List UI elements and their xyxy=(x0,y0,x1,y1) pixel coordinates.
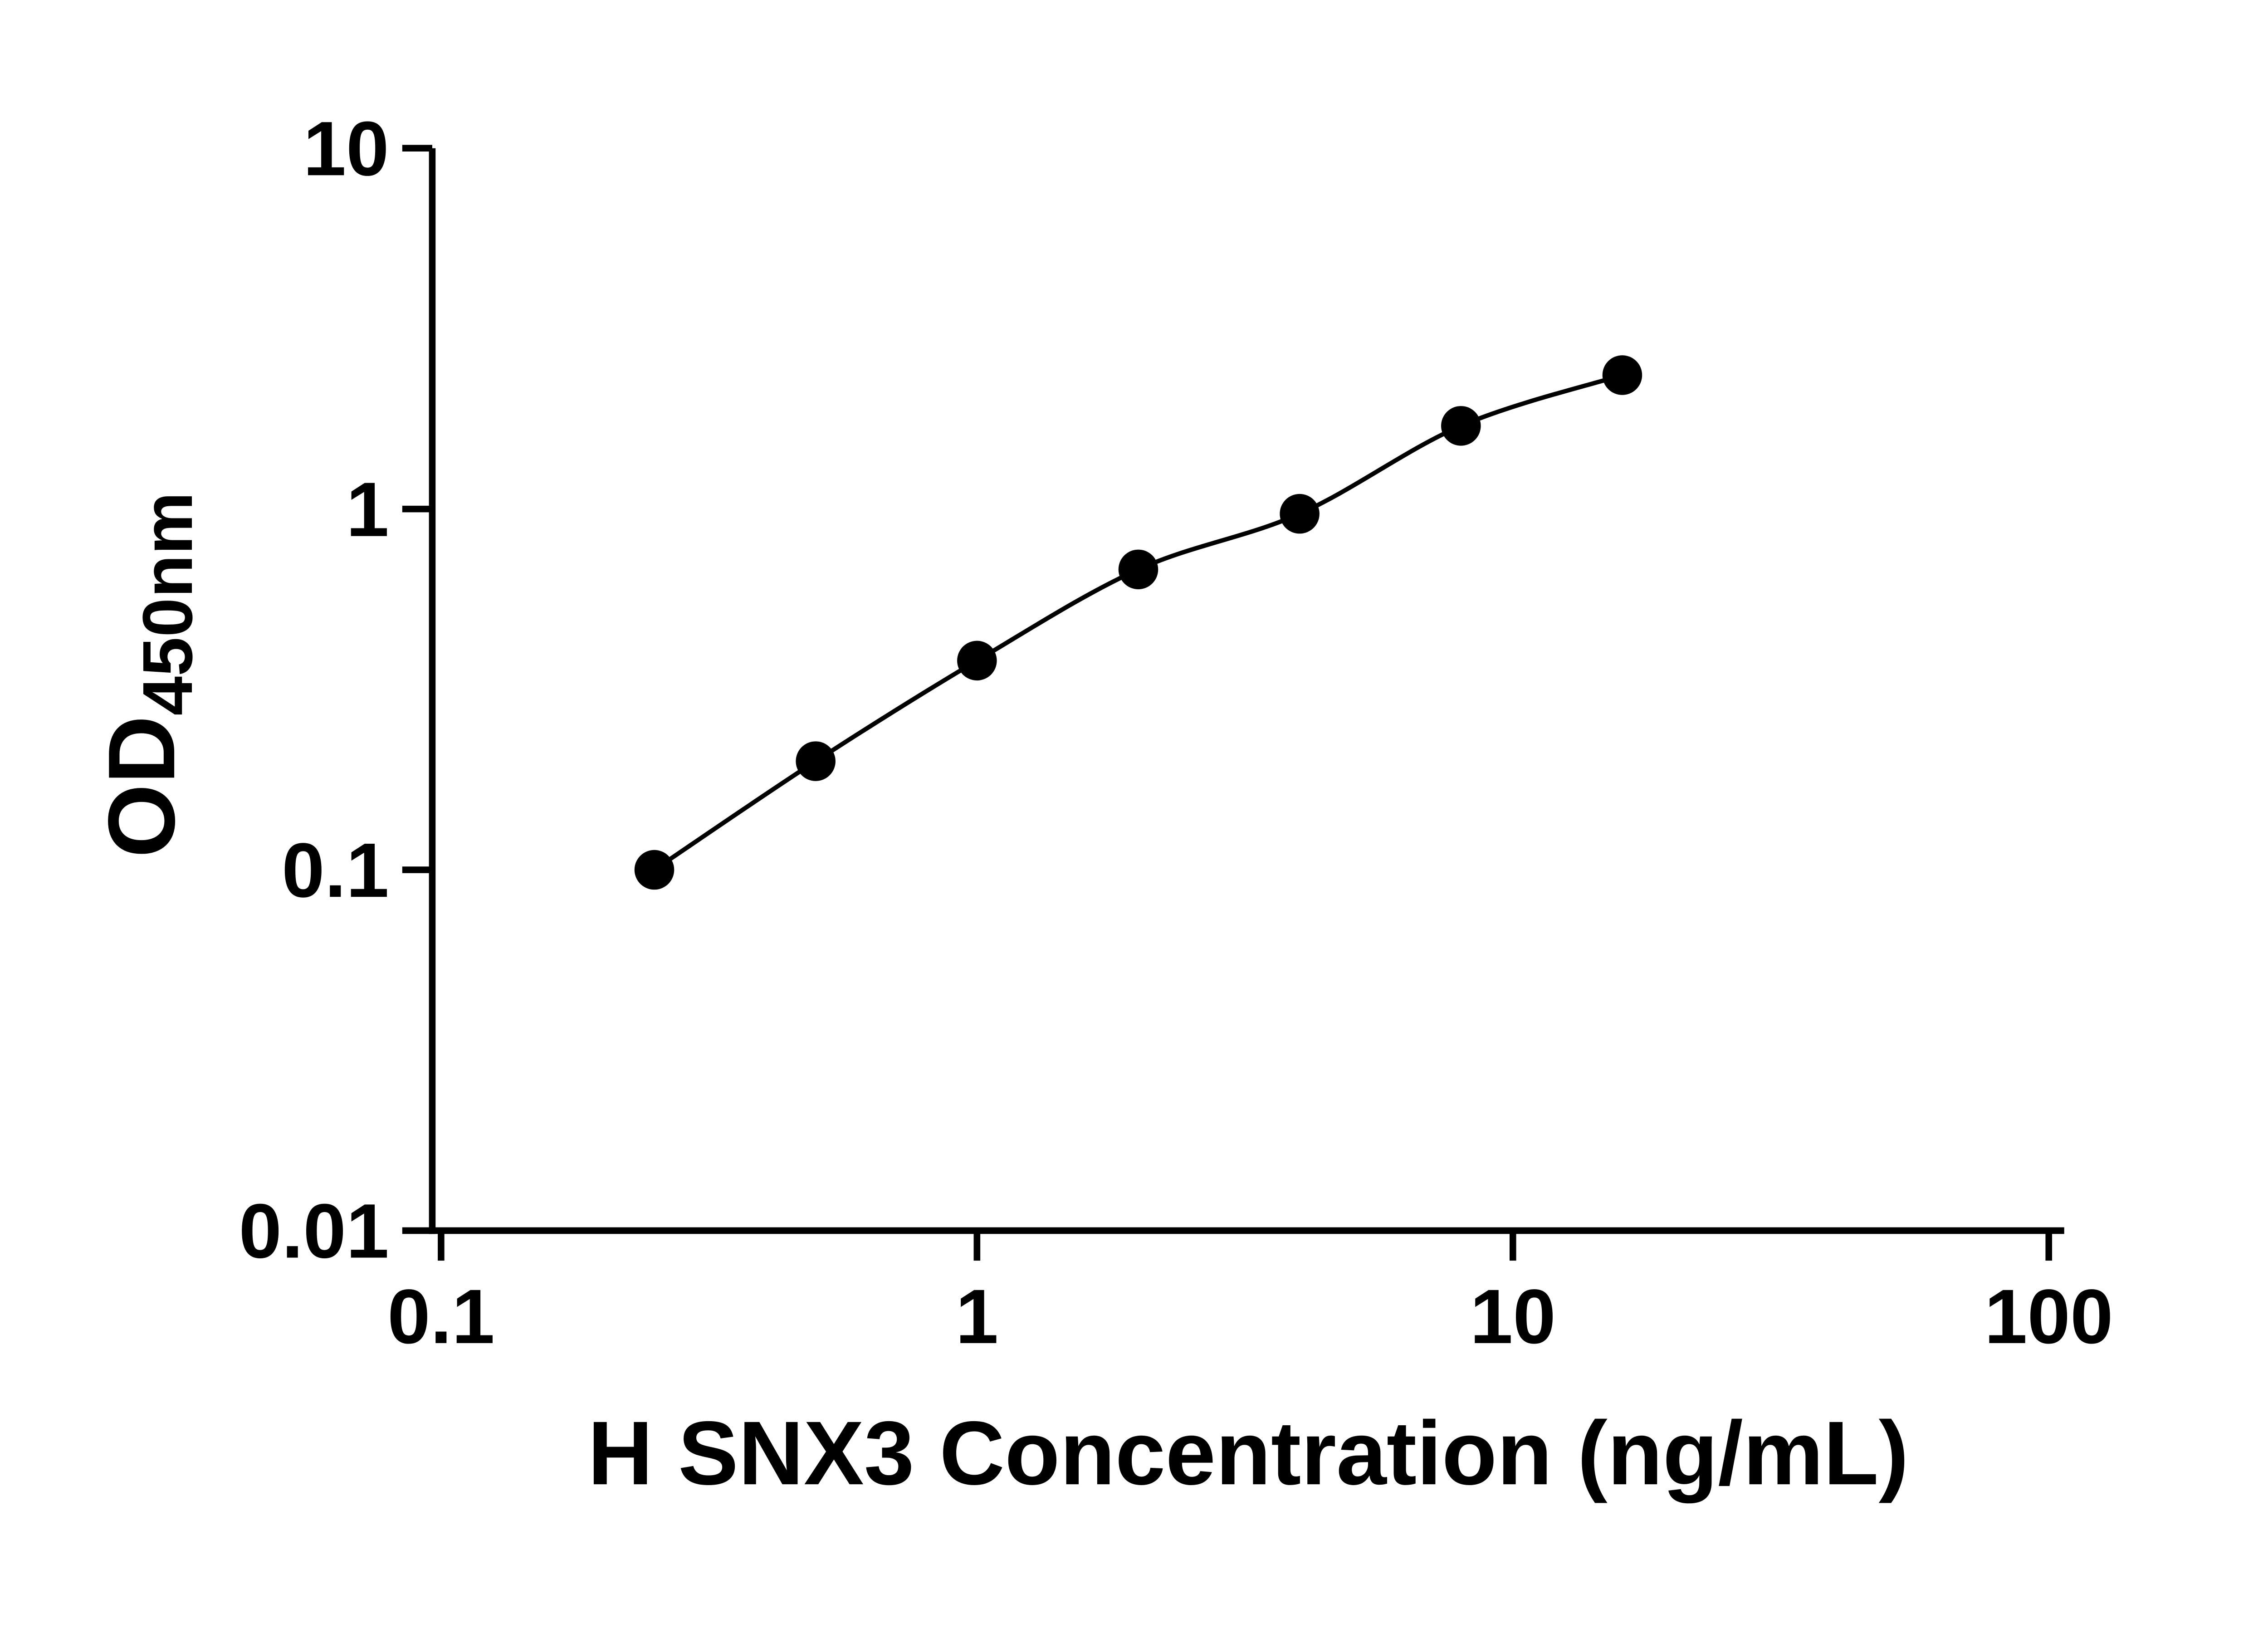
y-tick-labels: 10 1 0.1 0.01 xyxy=(239,106,389,1274)
fit-curve xyxy=(653,373,1623,872)
x-axis-title: H SNX3 Concentration (ng/mL) xyxy=(588,1403,1909,1504)
y-tick-label: 1 xyxy=(346,467,389,553)
fit-curve-line xyxy=(653,373,1623,872)
data-point xyxy=(634,850,675,890)
data-point xyxy=(1441,406,1481,446)
data-point xyxy=(1602,355,1642,395)
y-axis-title-main: OD xyxy=(89,715,195,858)
y-axis-title: OD450nm xyxy=(89,492,207,858)
y-tick-label: 10 xyxy=(303,106,389,192)
data-points xyxy=(634,355,1642,890)
elisa-standard-curve-figure: 0.1 1 10 100 10 1 0.1 0.01 H SNX3 Concentratio… xyxy=(89,106,2113,1504)
y-tick-label: 0.1 xyxy=(282,827,389,914)
axes xyxy=(429,148,2064,1234)
data-point xyxy=(796,741,836,781)
y-axis-title-subscript: 450nm xyxy=(128,492,207,715)
tick-marks xyxy=(402,145,2053,1261)
x-tick-label: 10 xyxy=(1470,1274,1556,1360)
x-tick-label: 100 xyxy=(1984,1274,2113,1360)
x-tick-label: 1 xyxy=(956,1274,999,1360)
data-point xyxy=(957,640,997,681)
x-tick-labels: 0.1 1 10 100 xyxy=(387,1274,2113,1360)
data-point xyxy=(1118,549,1158,590)
y-tick-label: 0.01 xyxy=(239,1188,389,1275)
data-point xyxy=(1280,494,1320,534)
x-tick-label: 0.1 xyxy=(387,1274,495,1360)
